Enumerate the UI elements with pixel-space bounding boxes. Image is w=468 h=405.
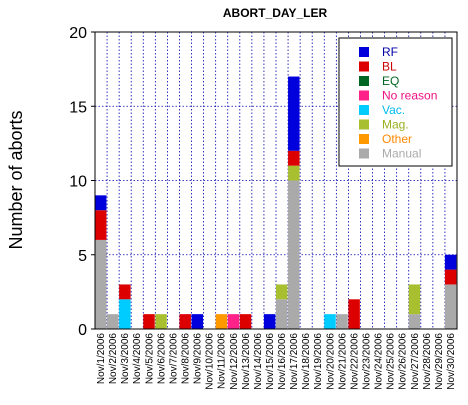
x-tick-label: Nov/20/2006 [325,333,336,390]
bar-segment-manual [444,284,457,329]
legend-label-mag-: Mag. [382,118,409,132]
chart-title: ABORT_DAY_LER [223,6,328,20]
x-tick-label: Nov/10/2006 [205,333,216,390]
legend-swatch-rf [359,47,369,57]
y-tick-label: 0 [78,322,87,339]
x-tick-label: Nov/14/2006 [253,333,264,390]
legend-swatch-bl [359,61,369,72]
legend-swatch-no-reason [359,90,369,101]
y-tick-label: 5 [78,248,87,265]
bar-segment-mag- [288,165,300,181]
x-tick-label: Nov/16/2006 [277,333,288,390]
x-tick-label: Nov/25/2006 [386,333,397,390]
bar-segment-rf [288,76,300,151]
x-tick-label: Nov/26/2006 [398,333,409,390]
x-tick-label: Nov/29/2006 [434,333,445,390]
bar-segment-manual [276,299,288,329]
legend-label-bl: BL [382,60,397,74]
x-tick-label: Nov/11/2006 [217,333,228,389]
x-tick-label: Nov/15/2006 [265,333,276,390]
bar-segment-bl [444,269,457,285]
bar-segment-other [215,314,228,329]
x-tick-label: Nov/12/2006 [229,333,240,390]
bar-segment-manual [107,314,119,329]
bar-segment-rf [191,314,203,329]
x-tick-label: Nov/21/2006 [337,333,348,390]
x-tick-label: Nov/27/2006 [410,333,421,390]
y-tick-label: 15 [69,99,87,116]
bar-segment-manual [336,314,348,329]
bar-segment-manual [95,239,107,329]
x-tick-label: Nov/23/2006 [362,333,373,390]
legend-swatch-eq [359,76,369,86]
bar-segment-bl [179,314,191,329]
legend-label-rf: RF [382,45,398,59]
x-tick-label: Nov/17/2006 [289,333,300,390]
legend-label-other: Other [382,132,412,146]
bar-segment-vac- [324,314,336,329]
x-tick-label: Nov/5/2006 [144,333,155,385]
bar-segment-mag- [276,284,288,300]
bar-segment-bl [95,210,107,240]
x-tick-label: Nov/6/2006 [156,333,167,385]
legend-swatch-vac- [359,105,369,115]
bar-segment-bl [239,314,252,329]
x-tick-label: Nov/19/2006 [313,333,324,390]
y-tick-label: 10 [69,174,87,191]
bar-segment-vac- [119,299,131,329]
legend-label-no-reason: No reason [382,89,437,103]
bar-segment-rf [444,254,457,270]
x-tick-label: Nov/7/2006 [168,333,179,385]
bar-segment-manual [408,314,421,329]
bar-segment-mag- [408,284,421,315]
bars-layer [95,76,457,329]
bar-segment-rf [263,314,276,329]
legend-label-manual: Manual [382,147,421,161]
y-tick-label: 20 [69,25,87,42]
bar-segment-bl [288,150,300,166]
legend-swatch-manual [359,148,369,159]
bar-segment-mag- [155,314,167,329]
bar-segment-bl [143,314,155,329]
x-tick-label: Nov/22/2006 [349,333,360,390]
bar-segment-rf [95,195,107,211]
bar-segment-bl [119,284,131,300]
x-axis-ticks: Nov/1/2006 Nov/2/2006 Nov/3/2006 Nov/4/2006… [96,333,457,390]
x-tick-label: Nov/13/2006 [241,333,252,390]
bar-segment-bl [348,299,360,329]
x-tick-label: Nov/3/2006 [120,333,131,385]
legend-swatch-other [359,134,369,144]
legend-label-vac-: Vac. [382,103,405,117]
x-tick-label: Nov/9/2006 [193,333,204,385]
x-tick-label: Nov/18/2006 [301,333,312,390]
x-tick-label: Nov/30/2006 [446,333,457,390]
x-tick-label: Nov/4/2006 [132,333,143,385]
bar-segment-no-reason [227,314,240,329]
y-axis-ticks: 0 5 10 15 20 [69,25,95,339]
x-tick-label: Nov/24/2006 [374,333,385,390]
x-tick-label: Nov/28/2006 [422,333,433,390]
bar-segment-manual [288,180,300,329]
y-axis-label: Number of aborts [6,110,26,249]
x-tick-label: Nov/8/2006 [181,333,192,385]
legend-label-eq: EQ [382,74,399,88]
x-tick-label: Nov/1/2006 [96,333,107,385]
x-tick-label: Nov/2/2006 [108,333,119,385]
legend-swatch-mag- [359,119,369,130]
legend-box [338,37,453,167]
